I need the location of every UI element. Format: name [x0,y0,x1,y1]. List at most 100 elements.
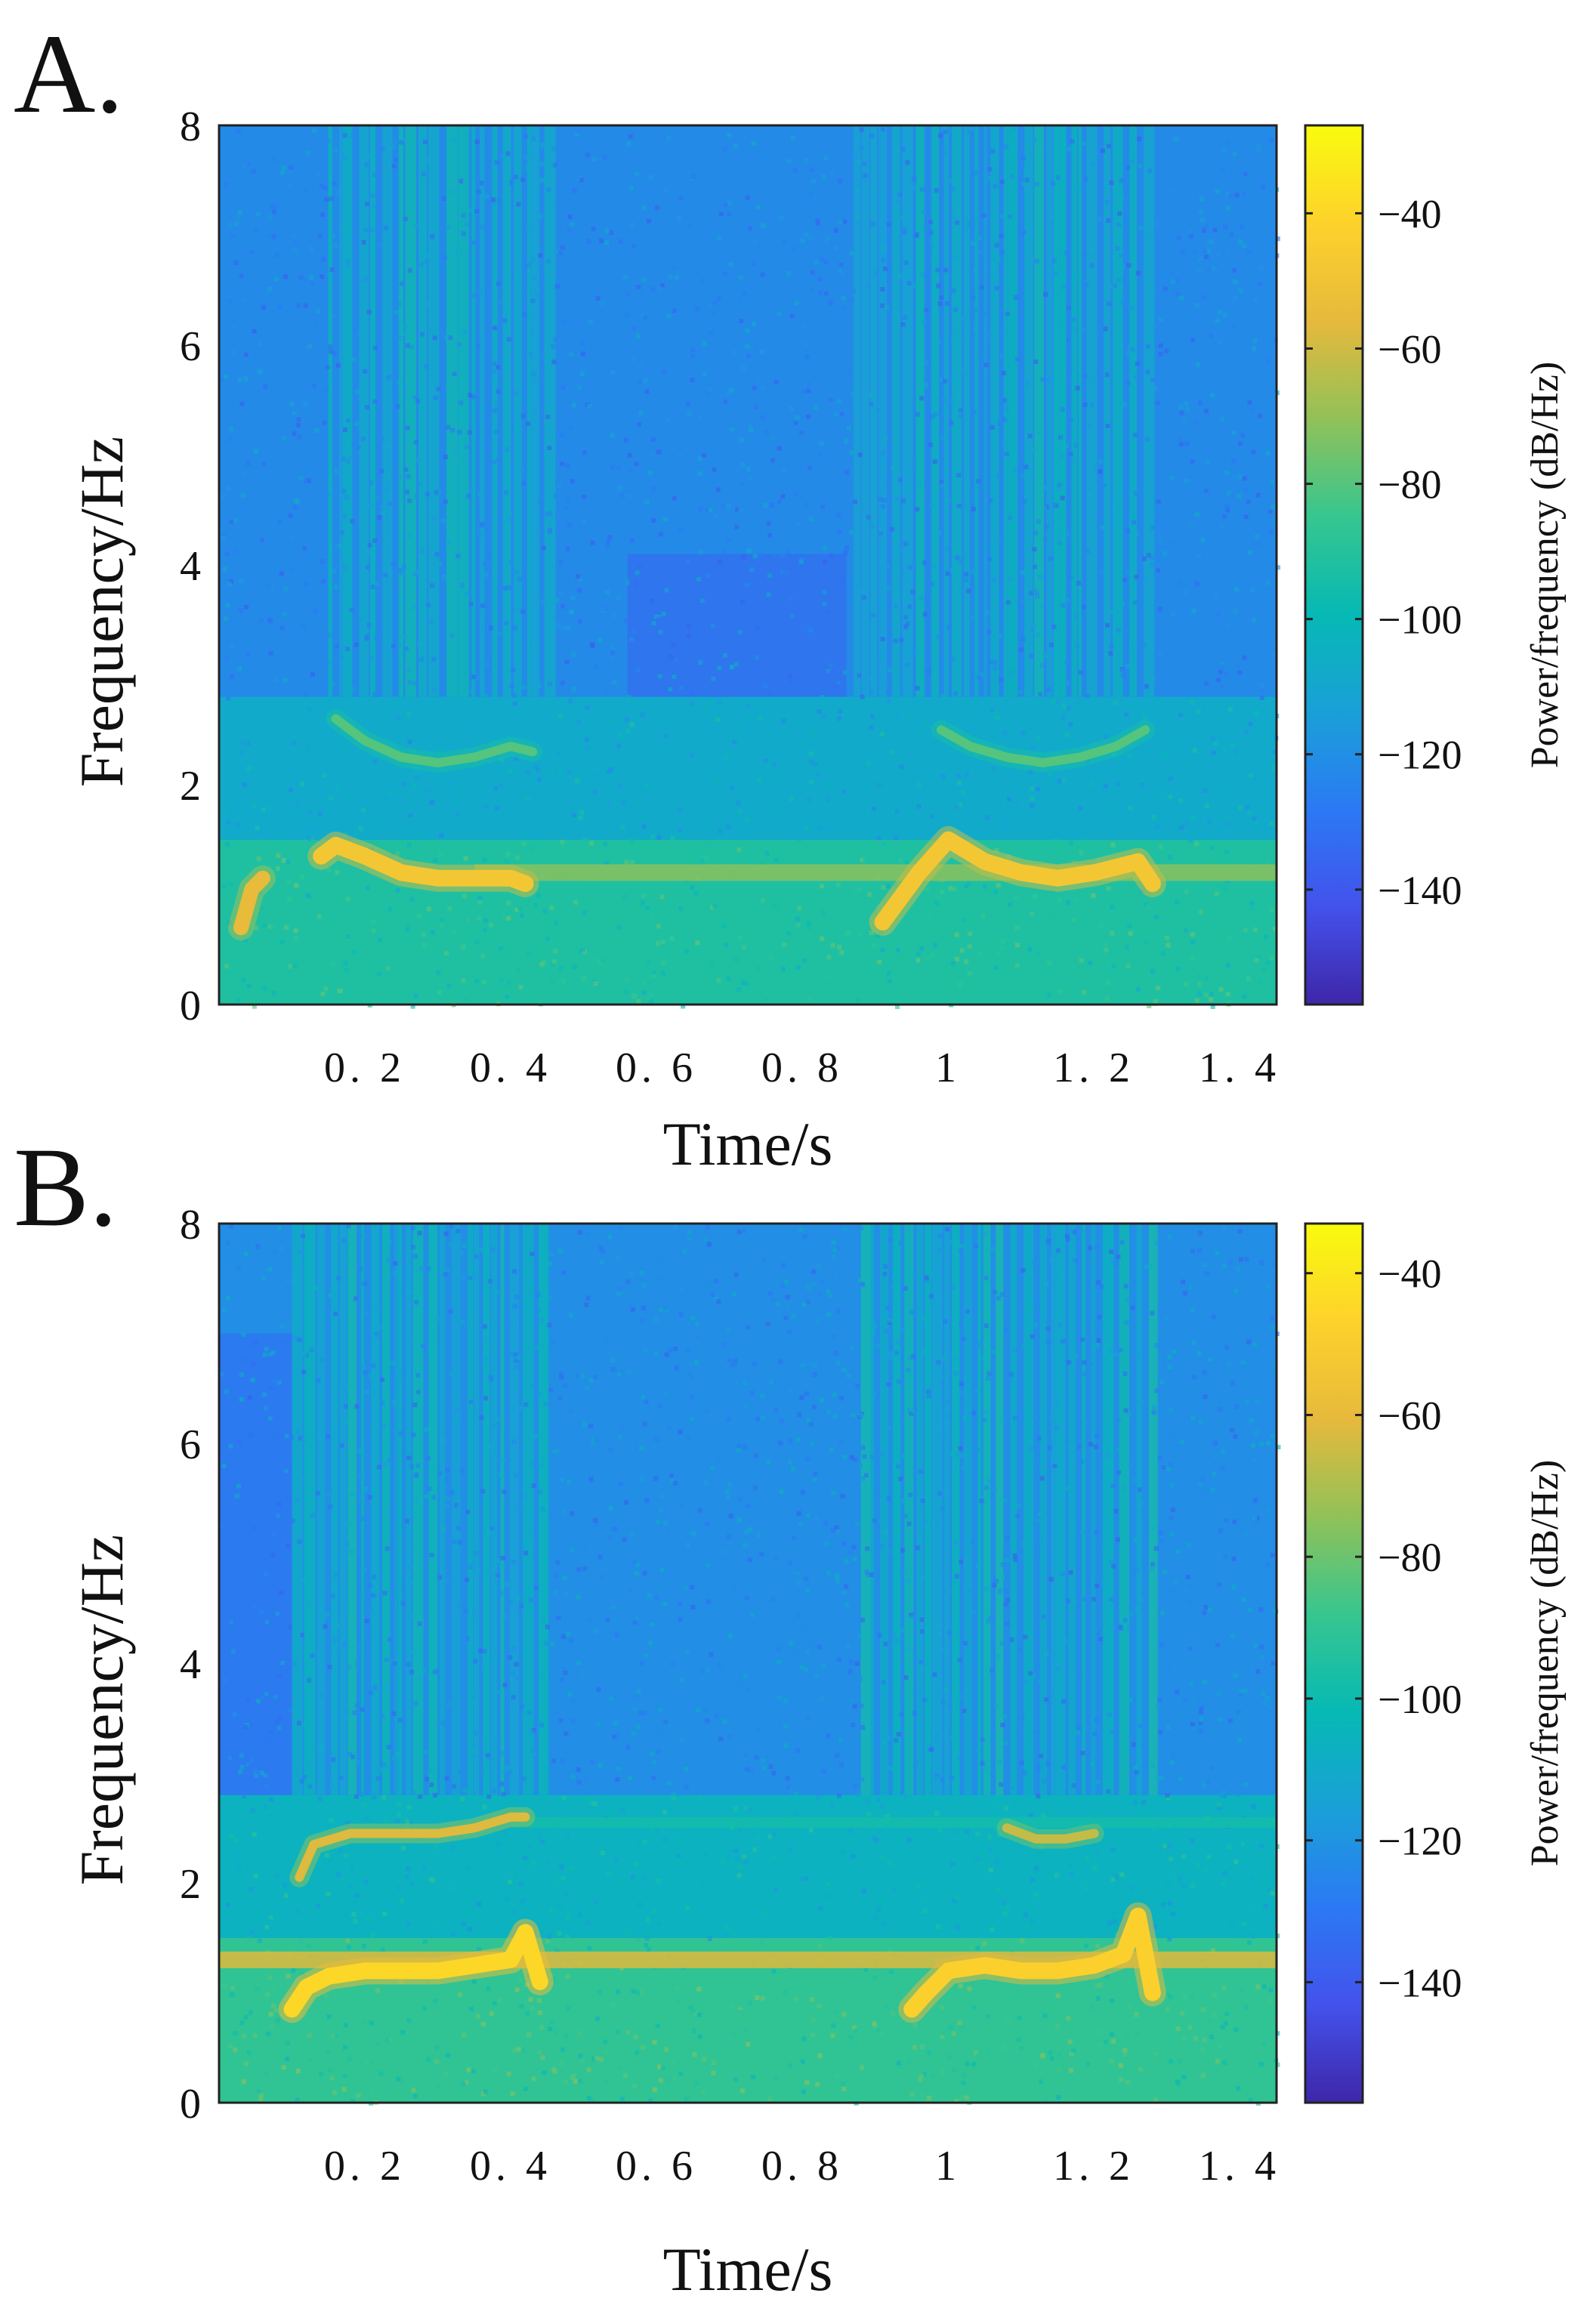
spectrogram-speckle [337,190,342,195]
spectrogram-speckle [585,1920,591,1925]
spectrogram-speckle [559,1864,564,1869]
spectrogram-speckle [334,468,339,474]
spectrogram-speckle [1130,159,1135,164]
spectrogram-speckle [983,312,989,317]
spectrogram-speckle [1108,651,1113,656]
spectrogram-speckle [362,1566,367,1572]
spectrogram-speckle [301,1437,307,1443]
spectrogram-speckle [324,1993,329,1998]
spectrogram-speckle [655,205,660,211]
spectrogram-speckle [755,1835,760,1840]
spectrogram-speckle [553,1590,558,1595]
spectrogram-speckle [288,964,293,969]
spectrogram-speckle [429,1782,434,1788]
spectrogram-speckle [851,289,856,294]
spectrogram-speckle [1037,814,1042,819]
spectrogram-speckle [1253,1643,1258,1648]
spectrogram-speckle [956,341,962,347]
spectrogram-speckle [365,633,370,638]
spectrogram-speckle [1000,214,1005,219]
spectrogram-speckle [431,516,437,521]
spectrogram-speckle [242,937,248,943]
spectrogram-speckle [502,1682,508,1687]
spectrogram-speckle [1013,458,1018,464]
spectrogram-speckle [328,2068,333,2073]
spectrogram-speckle [697,2034,702,2039]
spectrogram-speckle [934,900,940,906]
spectrogram-speckle [354,831,359,836]
spectrogram-speckle [1255,1399,1260,1404]
spectrogram-speckle [477,1902,482,1907]
spectrogram-speckle [1123,1408,1128,1413]
spectrogram-speckle [799,557,804,563]
spectrogram-speckle [623,437,628,443]
spectrogram-speckle [958,1983,963,1989]
spectrogram-speckle [1255,533,1260,539]
spectrogram-speckle [844,470,850,475]
spectrogram-speckle [1178,442,1184,447]
spectrogram-speckle [584,1302,589,1307]
spectrogram-speckle [1064,816,1070,821]
spectrogram-speckle [922,209,927,214]
spectrogram-speckle [767,1291,773,1296]
spectrogram-speckle [757,395,762,400]
spectrogram-speckle [843,1227,848,1232]
spectrogram-speckle [714,813,719,819]
spectrogram-speckle [615,2029,620,2035]
spectrogram-speckle [525,225,530,230]
spectrogram-speckle [780,494,786,499]
spectrogram-speckle [584,1776,589,1782]
spectrogram-speckle [744,817,749,823]
spectrogram-speckle [1121,672,1126,677]
spectrogram-speckle [443,335,449,340]
spectrogram-speckle [747,2001,752,2006]
spectrogram-speckle [1201,1782,1206,1788]
spectrogram-speckle [229,1619,234,1625]
spectrogram-speckle [918,1538,923,1543]
spectrogram-speckle [545,1938,551,1943]
spectrogram-speckle [234,221,239,227]
spectrogram-speckle [1100,525,1105,530]
spectrogram-speckle [881,1898,886,1903]
spectrogram-speckle [581,976,586,981]
spectrogram-speckle [752,240,758,245]
spectrogram-speckle [245,162,251,168]
spectrogram-speckle [639,289,644,295]
spectrogram-speckle [875,246,881,252]
spectrogram-speckle [480,953,486,958]
spectrogram-speckle [817,276,823,282]
spectrogram-speckle [1170,1434,1175,1439]
spectrogram-speckle [409,1881,415,1887]
spectrogram-speckle [428,1768,433,1773]
spectrogram-column [502,125,511,697]
spectrogram-speckle [710,415,715,420]
spectrogram-speckle [268,1351,273,1356]
spectrogram-speckle [533,903,539,908]
spectrogram-speckle [763,758,768,764]
spectrogram-speckle [820,884,825,889]
spectrogram-speckle [391,1756,397,1761]
spectrogram-speckle [1093,1444,1098,1449]
spectrogram-speckle [862,1454,867,1459]
spectrogram-speckle [362,1281,367,1286]
spectrogram-speckle [241,1332,246,1337]
spectrogram-speckle [830,943,835,948]
spectrogram-speckle [973,307,978,313]
spectrogram-speckle [1104,2087,1110,2092]
spectrogram-speckle [236,823,241,828]
spectrogram-speckle [956,780,962,785]
spectrogram-speckle [811,179,817,184]
spectrogram-speckle [1218,524,1224,529]
spectrogram-speckle [499,783,504,789]
spectrogram-speckle [361,1365,366,1370]
spectrogram-speckle [293,883,298,888]
spectrogram-speckle [459,178,464,184]
spectrogram-speckle [417,641,422,647]
spectrogram-speckle [341,224,346,230]
spectrogram-speckle [323,387,329,392]
spectrogram-speckle [951,214,956,220]
spectrogram-speckle [412,2094,418,2099]
spectrogram-speckle [644,500,650,505]
spectrogram-speckle [1172,1876,1177,1881]
spectrogram-speckle [752,322,757,327]
